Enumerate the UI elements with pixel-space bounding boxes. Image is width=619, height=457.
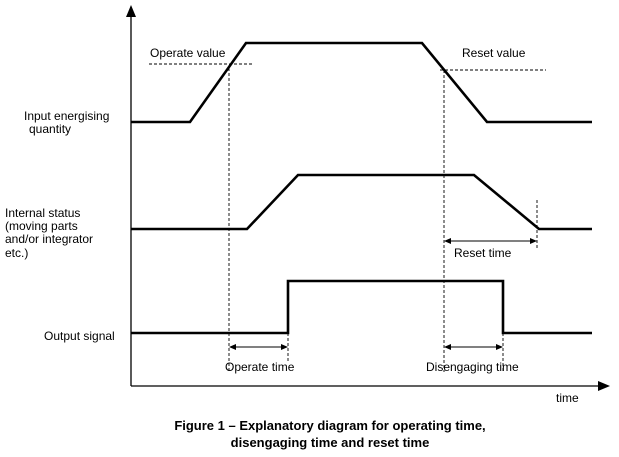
output-signal-trace [131,279,592,335]
disengaging-time-label: Disengaging time [426,360,519,374]
operate-time-label: Operate time [225,360,295,374]
input-energising-label-line1: Input energising [24,109,109,123]
time-axis-label: time [556,391,579,405]
y-axis-arrow [126,5,136,17]
internal-status-label-line2: (moving parts [5,219,78,233]
figure-caption-line2: disengaging time and reset time [231,435,430,450]
reset-time-label: Reset time [454,246,512,260]
figure-caption-line1: Figure 1 – Explanatory diagram for opera… [174,418,485,433]
input-energising-trace [131,41,592,124]
internal-status-label-line3: and/or integrator [5,232,93,246]
disengaging-time-dimension [444,344,503,350]
input-energising-label-line2: quantity [29,122,71,136]
output-signal-label: Output signal [44,329,115,343]
reset-value-label: Reset value [462,46,526,60]
reset-time-dimension [444,238,537,244]
operate-value-label: Operate value [150,46,226,60]
internal-status-trace [131,173,592,231]
internal-status-label-line1: Internal status [5,206,80,220]
internal-status-label-line4: etc.) [5,246,28,260]
operate-time-dimension [229,344,288,350]
x-axis-arrow [598,381,610,391]
